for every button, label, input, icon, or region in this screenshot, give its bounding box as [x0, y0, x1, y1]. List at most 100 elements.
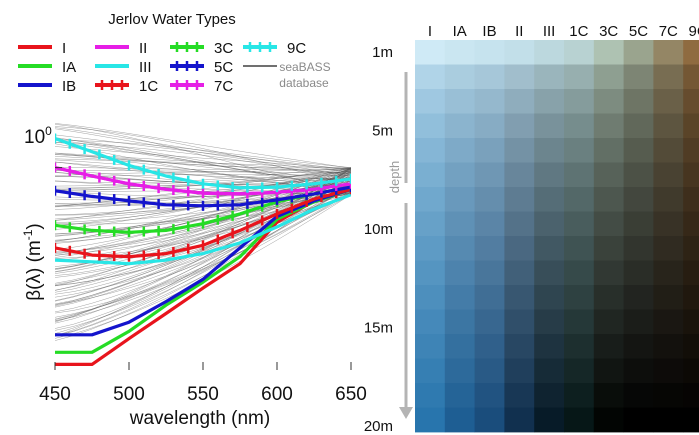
database-spectrum: [55, 138, 351, 183]
x-tick: 550: [187, 362, 219, 405]
heatmap-cell: [623, 64, 654, 90]
column-label: 5C: [629, 23, 648, 40]
x-tick: 450: [39, 362, 71, 405]
heatmap-cell: [623, 285, 654, 310]
database-spectrum: [55, 176, 351, 336]
heatmap-cell: [623, 236, 654, 261]
heatmap-cell: [653, 89, 684, 114]
legend-label: III: [139, 59, 152, 76]
heatmap-cell: [534, 162, 565, 188]
heatmap-cells: [415, 40, 699, 433]
heatmap-cell: [444, 89, 475, 114]
database-spectrum: [55, 128, 351, 177]
x-axis-ticks: 450 500 550 600 650: [39, 362, 367, 405]
heatmap-cell: [504, 138, 535, 163]
depth-tick-label: 15m: [364, 320, 393, 337]
database-spectrum: [55, 166, 351, 171]
heatmap-cell: [415, 236, 446, 261]
column-label: 7C: [659, 23, 678, 40]
y-axis-label-main: β(λ) (m: [24, 240, 45, 301]
legend-item-7c: 7C: [170, 78, 233, 95]
heatmap-cell: [623, 40, 654, 65]
heatmap-cell: [564, 187, 595, 212]
x-tick-label: 450: [39, 384, 71, 405]
heatmap-cell: [564, 211, 595, 237]
heatmap-cell: [534, 113, 565, 139]
database-spectrum: [55, 137, 351, 195]
heatmap-cell: [653, 187, 684, 212]
y-axis-label-close: ): [24, 223, 45, 229]
database-spectrum: [55, 141, 351, 188]
heatmap-cell: [474, 358, 505, 384]
database-spectrum: [55, 124, 351, 193]
heatmap-cell: [415, 89, 446, 114]
heatmap-cell: [623, 187, 654, 212]
database-spectrum: [55, 172, 351, 305]
heatmap-cell: [593, 89, 624, 114]
heatmap-cell: [564, 113, 595, 139]
legend-label: 7C: [214, 78, 233, 95]
heatmap-cell: [683, 187, 699, 212]
legend-label: II: [139, 40, 147, 57]
database-spectrum: [55, 193, 351, 298]
legend-item-1c: 1C: [95, 78, 158, 95]
x-tick: 500: [113, 362, 145, 405]
heatmap-cell: [683, 285, 699, 310]
heatmap-cell: [504, 236, 535, 261]
database-spectrum: [55, 168, 351, 176]
heatmap-cell: [504, 211, 535, 237]
depth-tick-labels: 1m 5m 10m 15m 20m: [364, 44, 393, 435]
heatmap-cell: [593, 138, 624, 163]
heatmap-cell: [683, 162, 699, 188]
heatmap-cell: [653, 236, 684, 261]
depth-tick-label: 20m: [364, 418, 393, 435]
heatmap-cell: [474, 162, 505, 188]
x-tick: 650: [335, 362, 367, 405]
legend-label: 1C: [139, 78, 158, 95]
heatmap-cell: [504, 383, 535, 408]
heatmap-cell: [444, 383, 475, 408]
heatmap-cell: [534, 358, 565, 384]
heatmap-cell: [444, 187, 475, 212]
series-lines: [55, 133, 351, 366]
depth-tick-label: 10m: [364, 221, 393, 238]
heatmap-cell: [593, 162, 624, 188]
heatmap-cell: [564, 236, 595, 261]
database-spectrum: [55, 174, 351, 177]
legend-label: 9C: [287, 40, 306, 57]
heatmap-cell: [504, 285, 535, 310]
heatmap-cell: [564, 89, 595, 114]
heatmap-cell: [474, 138, 505, 163]
heatmap-cell: [474, 383, 505, 408]
heatmap-cell: [593, 40, 624, 65]
heatmap-cell: [683, 383, 699, 408]
database-spectrum: [55, 140, 351, 168]
heatmap-cell: [474, 211, 505, 237]
database-spectrum: [55, 194, 351, 318]
heatmap-cell: [504, 162, 535, 188]
heatmap-cell: [504, 407, 535, 433]
heatmap-cell: [415, 285, 446, 310]
heatmap-cell: [564, 407, 595, 433]
y-tick-exp: 0: [45, 124, 52, 138]
heatmap-cell: [474, 89, 505, 114]
heatmap-cell: [444, 113, 475, 139]
heatmap-cell: [474, 236, 505, 261]
heatmap-cell: [593, 211, 624, 237]
column-label: 1C: [569, 23, 588, 40]
heatmap-cell: [683, 113, 699, 139]
heatmap-cell: [415, 64, 446, 90]
heatmap-cell: [444, 138, 475, 163]
heatmap-cell: [653, 260, 684, 286]
y-tick-base: 10: [24, 127, 45, 148]
column-label: 9C: [689, 23, 699, 40]
heatmap-cell: [534, 40, 565, 65]
heatmap-cell: [564, 162, 595, 188]
heatmap-cell: [415, 383, 446, 408]
heatmap-cell: [415, 334, 446, 359]
heatmap-cell: [474, 309, 505, 335]
chart-title: Jerlov Water Types: [108, 11, 236, 28]
heatmap-cell: [623, 211, 654, 237]
